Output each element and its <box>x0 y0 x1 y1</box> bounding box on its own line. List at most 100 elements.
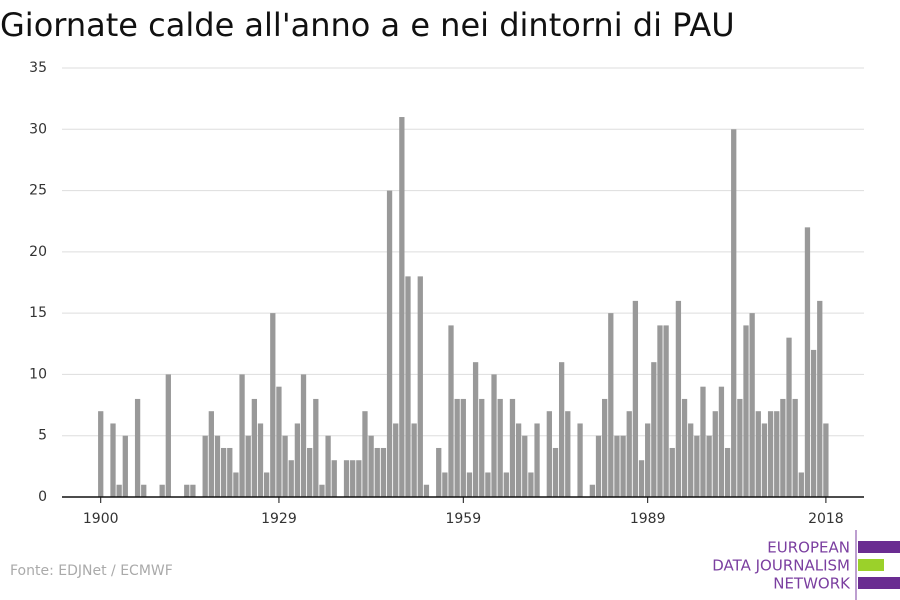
bar <box>712 411 718 497</box>
bar <box>497 398 503 497</box>
x-tick-label: 1959 <box>445 511 481 527</box>
bar <box>276 386 282 497</box>
bar <box>325 435 331 497</box>
bar <box>423 484 430 497</box>
logo-text: DATA JOURNALISM <box>712 557 850 575</box>
bar <box>546 411 552 497</box>
y-tick-label: 20 <box>29 244 47 260</box>
bar <box>386 190 393 498</box>
bar <box>214 435 221 497</box>
bar <box>202 435 208 497</box>
bar <box>823 423 829 497</box>
bar <box>651 362 657 497</box>
bar <box>134 398 141 497</box>
bar <box>411 423 417 497</box>
bar <box>319 484 325 497</box>
x-tick-label: 1900 <box>83 511 119 527</box>
bar <box>442 472 448 497</box>
bar <box>657 325 663 497</box>
bar <box>270 313 276 497</box>
bar <box>688 423 694 497</box>
bar <box>731 129 737 498</box>
y-tick-label: 35 <box>29 60 47 76</box>
bar <box>614 435 620 497</box>
bar <box>694 435 700 497</box>
source: Fonte: EDJNet / ECMWF <box>10 563 173 579</box>
x-tick-label: 1929 <box>261 511 297 527</box>
x-tick-label: 2018 <box>808 511 844 527</box>
bar <box>350 460 356 497</box>
bar <box>749 313 755 497</box>
bar <box>399 117 405 498</box>
bar <box>485 472 491 497</box>
logo-bar <box>858 541 900 553</box>
x-tick-label: 1989 <box>630 511 666 527</box>
bar <box>220 447 227 497</box>
bar <box>356 460 362 497</box>
logo-bar <box>858 577 900 589</box>
bar <box>589 484 596 497</box>
y-tick-label: 15 <box>29 305 47 321</box>
bar <box>663 325 669 497</box>
bar <box>239 374 245 497</box>
bar <box>300 374 307 497</box>
bar <box>810 349 817 497</box>
y-tick-label: 0 <box>38 489 47 505</box>
bar <box>491 374 497 497</box>
bar <box>817 300 823 497</box>
bar <box>184 484 190 497</box>
bar <box>307 447 313 497</box>
bar <box>515 423 522 497</box>
y-tick-label: 25 <box>29 183 47 199</box>
bar <box>374 447 380 497</box>
bar <box>288 460 294 497</box>
bar <box>528 472 534 497</box>
bar <box>558 362 565 497</box>
bar <box>227 447 233 497</box>
logo-text: NETWORK <box>773 575 851 593</box>
bar <box>706 435 712 497</box>
bar <box>110 423 116 497</box>
bar <box>264 472 270 497</box>
bar <box>116 484 122 497</box>
bar <box>792 398 798 497</box>
y-tick-label: 10 <box>29 366 47 382</box>
bar <box>98 411 104 497</box>
bar <box>417 276 423 497</box>
bar <box>479 398 485 497</box>
bar <box>534 423 540 497</box>
chart-title: Giornate calde all'anno a e nei dintorni… <box>0 6 735 44</box>
bar <box>208 411 214 497</box>
bar <box>368 435 374 497</box>
bar <box>454 398 460 497</box>
bar <box>786 337 792 497</box>
bar <box>718 386 725 497</box>
bar <box>466 472 473 497</box>
bar <box>755 411 761 497</box>
y-tick-label: 30 <box>29 121 47 137</box>
bar <box>798 472 804 497</box>
bar <box>509 398 516 497</box>
bar <box>313 398 319 497</box>
bar <box>743 325 749 497</box>
bar <box>595 435 602 497</box>
bar <box>245 435 251 497</box>
bar <box>460 398 466 497</box>
bar <box>343 460 350 497</box>
bar <box>669 447 675 497</box>
bar <box>552 447 559 497</box>
bar <box>159 484 165 497</box>
bar <box>294 423 301 497</box>
bar <box>257 423 264 497</box>
bar <box>626 411 632 497</box>
bar <box>804 227 811 498</box>
bar <box>405 276 411 497</box>
bar <box>761 423 768 497</box>
bar <box>522 435 528 497</box>
bar <box>608 313 614 497</box>
bar <box>190 484 196 497</box>
bar <box>767 411 774 497</box>
bar <box>565 411 571 497</box>
bar <box>141 484 147 497</box>
